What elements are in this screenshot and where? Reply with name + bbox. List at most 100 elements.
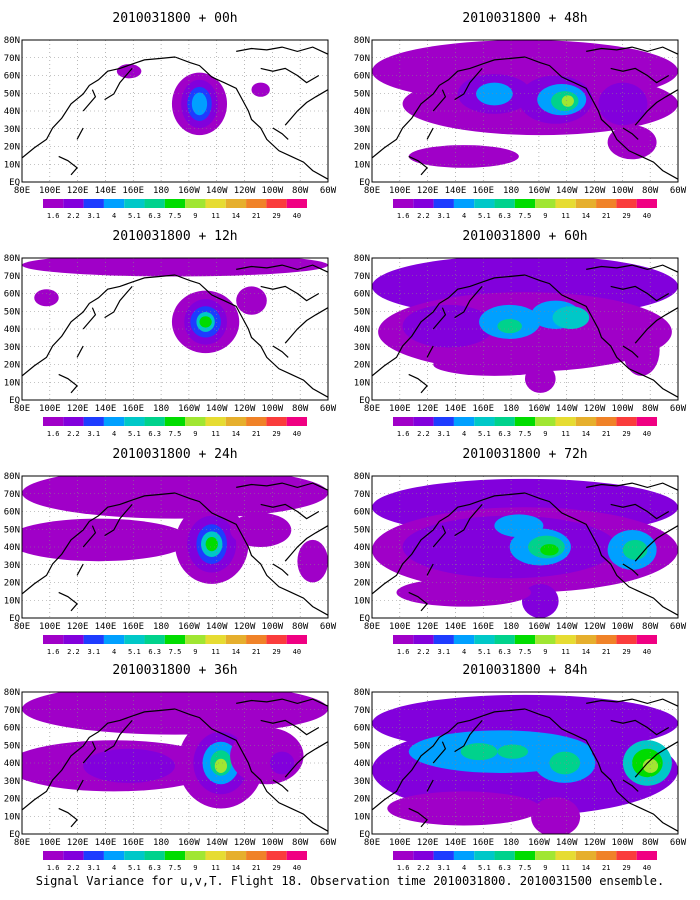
lon-tick-label: 60W bbox=[670, 404, 687, 414]
colorbar-level-label: 21 bbox=[252, 212, 260, 220]
grid-lines bbox=[372, 258, 678, 400]
colorbar-swatch bbox=[474, 851, 495, 860]
map-panel-60h: 2010031800 + 60h 80N 70N 60N 50N 40N 30N 20N 10N… bbox=[354, 229, 687, 438]
colorbar-level-label: 5.1 bbox=[478, 648, 491, 656]
variance-contour bbox=[34, 289, 59, 307]
lon-tick-label: 160E bbox=[472, 622, 494, 632]
colorbar-swatch bbox=[555, 199, 576, 208]
variance-field-60h bbox=[372, 258, 678, 400]
lat-tick-label: 40N bbox=[354, 107, 370, 117]
lon-tick-label: 60W bbox=[320, 622, 337, 632]
colorbar-level-label: 14 bbox=[582, 212, 590, 220]
lon-tick-label: 120W bbox=[584, 404, 606, 414]
map-frame bbox=[371, 257, 679, 401]
variance-contour bbox=[199, 316, 212, 328]
colorbar-level-label: 6.3 bbox=[148, 212, 161, 220]
map-frame bbox=[21, 257, 329, 401]
lon-tick-label: 160E bbox=[472, 838, 494, 848]
variance-field-72h bbox=[372, 476, 678, 618]
lat-tick-label: 10N bbox=[4, 160, 20, 170]
colorbar-level-label: 4 bbox=[462, 864, 466, 872]
lon-tick-label: 140W bbox=[556, 622, 578, 632]
panel-title-24h: 2010031800 + 24h bbox=[112, 447, 237, 462]
colorbar-84h: 1.6 2.2 3.1 4 5.1 6.3 7.5 9 11 14 21 29 40 bbox=[393, 851, 657, 872]
lat-tick-label: 30N bbox=[4, 777, 20, 787]
colorbar-swatch bbox=[636, 851, 657, 860]
colorbar-swatch bbox=[535, 417, 556, 426]
colorbar-level-label: 40 bbox=[293, 430, 301, 438]
colorbar-swatch bbox=[63, 635, 84, 644]
variance-contour bbox=[540, 544, 559, 556]
lat-tick-label: 10N bbox=[4, 596, 20, 606]
variance-contour bbox=[205, 537, 218, 552]
lon-tick-label: 180 bbox=[153, 186, 169, 196]
variance-contour bbox=[236, 286, 267, 315]
coastlines bbox=[372, 264, 678, 398]
lon-tick-label: 120W bbox=[234, 838, 256, 848]
colorbar-level-label: 9 bbox=[193, 648, 197, 656]
colorbar-level-label: 21 bbox=[602, 430, 610, 438]
variance-field-00h bbox=[22, 40, 328, 182]
lat-tick-label: 80N bbox=[4, 36, 20, 46]
lon-tick-label: 100W bbox=[262, 838, 284, 848]
variance-contour bbox=[251, 82, 270, 97]
colorbar-swatch bbox=[225, 199, 247, 208]
grid-lines bbox=[372, 40, 678, 182]
colorbar-level-label: 21 bbox=[602, 648, 610, 656]
colorbar-level-label: 2.2 bbox=[417, 212, 430, 220]
lat-tick-label: 70N bbox=[4, 272, 20, 282]
colorbar-swatch bbox=[433, 635, 454, 644]
map-frame bbox=[21, 475, 329, 619]
lon-tick-label: 120E bbox=[417, 186, 439, 196]
lon-tick-label: 180 bbox=[503, 404, 519, 414]
lat-tick-label: 60N bbox=[4, 508, 20, 518]
lon-tick-label: 80W bbox=[642, 838, 659, 848]
colorbar-level-label: 7.5 bbox=[519, 430, 532, 438]
lat-tick-label: 40N bbox=[354, 325, 370, 335]
colorbar-level-label: 6.3 bbox=[498, 430, 511, 438]
lat-tick-label: 70N bbox=[354, 54, 370, 64]
colorbar-swatch bbox=[286, 417, 307, 426]
lat-tick-label: 50N bbox=[4, 741, 20, 751]
variance-contour bbox=[598, 82, 648, 126]
colorbar-level-label: 1.6 bbox=[397, 648, 410, 656]
colorbar-swatch bbox=[225, 417, 247, 426]
colorbar-level-label: 29 bbox=[622, 212, 630, 220]
lat-tick-label: 70N bbox=[354, 706, 370, 716]
colorbar-level-label: 11 bbox=[211, 430, 219, 438]
colorbar-swatch bbox=[266, 851, 287, 860]
map-panel-84h: 2010031800 + 84h 80N 70N 60N 50N 40N 30N 20N 10N… bbox=[354, 663, 687, 872]
colorbar-swatch bbox=[124, 635, 145, 644]
lon-tick-label: 100E bbox=[39, 186, 61, 196]
colorbar-level-label: 2.2 bbox=[67, 864, 80, 872]
lat-tick-label: 30N bbox=[4, 125, 20, 135]
lon-tick-label: 180 bbox=[153, 622, 169, 632]
lat-tick-label: EQ bbox=[9, 396, 20, 406]
grid-lines bbox=[372, 476, 678, 618]
colorbar-48h: 1.6 2.2 3.1 4 5.1 6.3 7.5 9 11 14 21 29 40 bbox=[393, 199, 657, 220]
colorbar-swatch bbox=[185, 199, 206, 208]
lat-tick-label: 20N bbox=[4, 143, 20, 153]
lon-tick-label: 120E bbox=[417, 404, 439, 414]
lon-tick-label: 140W bbox=[556, 838, 578, 848]
lat-tick-label: 70N bbox=[4, 54, 20, 64]
colorbar-swatch bbox=[575, 417, 597, 426]
colorbar-swatch bbox=[144, 199, 165, 208]
lon-tick-label: 160W bbox=[178, 404, 200, 414]
colorbar-level-label: 11 bbox=[561, 648, 569, 656]
colorbar-level-label: 3.1 bbox=[87, 212, 100, 220]
colorbar-swatch bbox=[164, 635, 186, 644]
lat-tick-label: 40N bbox=[354, 759, 370, 769]
colorbar-72h: 1.6 2.2 3.1 4 5.1 6.3 7.5 9 11 14 21 29 40 bbox=[393, 635, 657, 656]
lat-tick-label: 50N bbox=[354, 525, 370, 535]
colorbar-level-label: 3.1 bbox=[437, 212, 450, 220]
colorbar-level-label: 7.5 bbox=[169, 864, 182, 872]
lon-tick-label: 140E bbox=[445, 622, 467, 632]
panel-title-36h: 2010031800 + 36h bbox=[112, 663, 237, 678]
lat-tick-label: 20N bbox=[354, 143, 370, 153]
lon-tick-label: 180 bbox=[503, 186, 519, 196]
colorbar-level-label: 9 bbox=[543, 212, 547, 220]
lat-tick-label: EQ bbox=[359, 396, 370, 406]
lon-tick-label: 160E bbox=[122, 622, 144, 632]
colorbar-level-label: 40 bbox=[643, 864, 651, 872]
